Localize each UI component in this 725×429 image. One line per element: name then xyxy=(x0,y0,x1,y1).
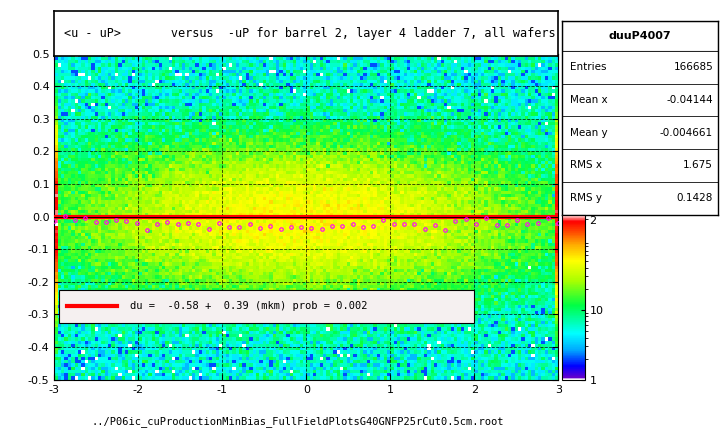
Bar xyxy=(562,117,718,149)
Bar xyxy=(59,290,474,323)
Text: -0.04144: -0.04144 xyxy=(666,95,713,105)
Text: -0.004661: -0.004661 xyxy=(660,128,713,138)
Text: Entries: Entries xyxy=(570,63,606,73)
Text: Mean x: Mean x xyxy=(570,95,608,105)
Text: duuP4007: duuP4007 xyxy=(608,31,671,41)
Bar xyxy=(562,149,718,182)
Text: 1.675: 1.675 xyxy=(683,160,713,170)
Text: du =  -0.58 +  0.39 (mkm) prob = 0.002: du = -0.58 + 0.39 (mkm) prob = 0.002 xyxy=(130,301,368,311)
Bar xyxy=(562,51,718,84)
Text: RMS x: RMS x xyxy=(570,160,602,170)
Bar xyxy=(562,182,718,214)
Text: ../P06ic_cuProductionMinBias_FullFieldPlotsG40GNFP25rCut0.5cm.root: ../P06ic_cuProductionMinBias_FullFieldPl… xyxy=(91,416,503,427)
Text: Mean y: Mean y xyxy=(570,128,608,138)
Text: 166685: 166685 xyxy=(674,63,713,73)
Text: RMS y: RMS y xyxy=(570,193,602,203)
Text: 2: 2 xyxy=(589,216,596,226)
Text: 0.1428: 0.1428 xyxy=(676,193,713,203)
Bar xyxy=(562,21,718,51)
Bar xyxy=(562,84,718,117)
Text: <u - uP>       versus  -uP for barrel 2, layer 4 ladder 7, all wafers: <u - uP> versus -uP for barrel 2, layer … xyxy=(65,27,556,40)
